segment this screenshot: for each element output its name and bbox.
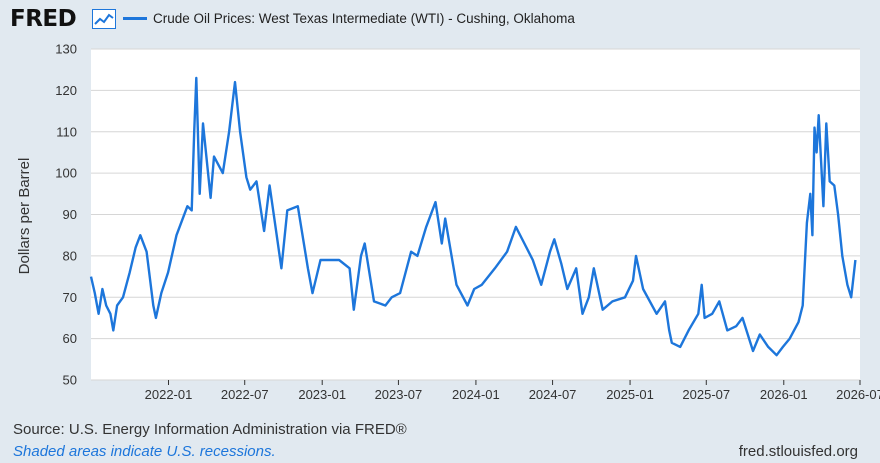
site-link[interactable]: fred.stlouisfed.org: [738, 443, 858, 460]
legend-label: Crude Oil Prices: West Texas Intermediat…: [153, 11, 575, 26]
y-tick-label: 100: [55, 166, 77, 181]
y-tick-label: 120: [55, 83, 77, 98]
chart-header: FRED Crude Oil Prices: West Texas Interm…: [0, 0, 880, 40]
y-tick-label: 60: [63, 331, 77, 346]
legend: Crude Oil Prices: West Texas Intermediat…: [123, 11, 575, 26]
x-tick-label: 2024-01: [452, 387, 500, 402]
fred-logo[interactable]: FRED: [10, 6, 77, 32]
x-axis-ticks: 2022-01 2022-07 2023-01 2023-07 2024-01 2024-…: [145, 380, 880, 402]
series-group: [89, 76, 857, 357]
x-tick-label: 2024-07: [529, 387, 577, 402]
line-chart-icon: [92, 9, 116, 29]
y-tick-label: 130: [55, 42, 77, 57]
x-tick-label: 2026-07: [836, 387, 880, 402]
y-tick-label: 110: [56, 124, 77, 139]
y-axis-ticks: 50 60 70 80 90 100 110 120 130: [55, 42, 77, 388]
y-tick-label: 50: [63, 373, 77, 388]
recession-note: Shaded areas indicate U.S. recessions.: [13, 443, 276, 460]
x-tick-label: 2022-07: [221, 387, 269, 402]
x-tick-label: 2023-01: [298, 387, 346, 402]
x-tick-label: 2023-07: [375, 387, 423, 402]
legend-swatch: [123, 17, 147, 20]
x-tick-label: 2026-01: [760, 387, 808, 402]
series-line: [89, 76, 857, 357]
x-tick-label: 2025-07: [682, 387, 730, 402]
x-tick-label: 2025-01: [606, 387, 654, 402]
source-text: Source: U.S. Energy Information Administ…: [13, 421, 407, 438]
y-axis-label: Dollars per Barrel: [16, 158, 33, 275]
y-tick-label: 70: [63, 290, 77, 305]
y-tick-label: 90: [63, 207, 77, 222]
x-tick-label: 2022-01: [145, 387, 193, 402]
y-tick-label: 80: [63, 248, 77, 263]
